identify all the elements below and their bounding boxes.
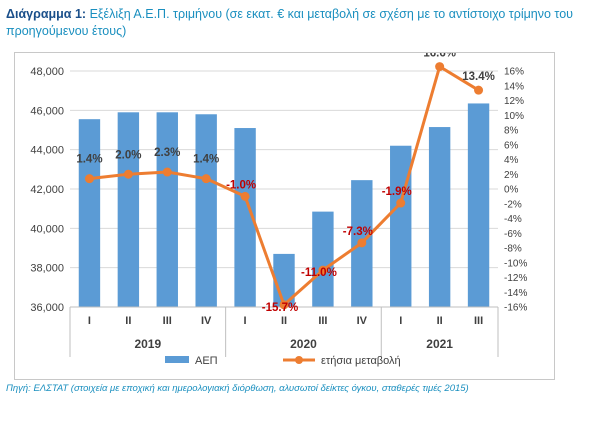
legend-swatch-gdp <box>165 356 189 363</box>
y-left-tick-label: 44,000 <box>30 145 64 157</box>
y-left-tick-label: 38,000 <box>30 263 64 275</box>
data-label: 16.6% <box>423 53 456 60</box>
legend-label-gdp: ΑΕΠ <box>195 355 218 367</box>
x-tick-label: III <box>318 315 327 327</box>
y-right-tick-label: 8% <box>504 126 519 137</box>
legend-marker-annual-change <box>295 356 303 364</box>
y-right-tick-label: -16% <box>504 303 527 314</box>
data-label: 2.3% <box>154 147 180 159</box>
y-right-tick-label: -8% <box>504 244 522 255</box>
y-right-tick-label: 10% <box>504 111 524 122</box>
annual-change-point <box>123 169 133 179</box>
chart-frame: 36,000 38,000 40,000 42,000 44,000 46,000 48,0… <box>14 52 555 380</box>
y-right-tick-label: -2% <box>504 199 522 210</box>
y-right-tick-label: -6% <box>504 229 522 240</box>
data-label: -7.3% <box>343 226 373 238</box>
x-tick-label: I <box>88 315 91 327</box>
annual-change-point <box>162 167 172 177</box>
gdp-bar <box>78 119 101 307</box>
x-tick-label: II <box>437 315 443 327</box>
data-label: 2.0% <box>115 149 141 161</box>
y-right-tick-label: 14% <box>504 81 524 92</box>
y-right-tick-label: -12% <box>504 273 527 284</box>
x-tick-label: IV <box>357 315 368 327</box>
chart-title-text: Εξέλιξη Α.Ε.Π. τριμήνου (σε εκατ. € και … <box>6 7 573 38</box>
gdp-bar <box>117 112 140 307</box>
x-tick-label: III <box>474 315 483 327</box>
data-label: -15.7% <box>262 302 298 314</box>
gdp-bar <box>467 103 490 307</box>
x-group-label: 2021 <box>426 337 453 351</box>
y-right-tick-label: 16% <box>504 67 524 78</box>
y-left-tick-label: 48,000 <box>30 66 64 78</box>
gdp-chart: 36,000 38,000 40,000 42,000 44,000 46,000 48,0… <box>30 53 527 367</box>
annual-change-point <box>435 62 445 72</box>
y-right-tick-label: 2% <box>504 170 519 181</box>
annual-change-point <box>357 238 367 248</box>
y-right-tick-label: 4% <box>504 155 519 166</box>
gdp-bar <box>390 145 412 307</box>
y-right-tick-label: 6% <box>504 140 519 151</box>
annual-change-point <box>201 174 211 184</box>
y-left-tick-label: 36,000 <box>30 302 64 314</box>
data-label: 13.4% <box>462 71 495 83</box>
x-group-label: 2019 <box>134 337 161 351</box>
gdp-bar <box>234 128 256 307</box>
x-tick-label: I <box>399 315 402 327</box>
data-label: -1.9% <box>382 186 412 198</box>
y-right-tick-label: 0% <box>504 185 519 196</box>
x-tick-label: II <box>281 315 287 327</box>
annual-change-point <box>318 265 328 275</box>
legend-label-annual-change: ετήσια μεταβολή <box>321 355 401 367</box>
annual-change-point <box>279 300 289 310</box>
chart-title-prefix: Διάγραμμα 1: <box>6 7 87 21</box>
gdp-bar <box>195 114 217 307</box>
y-left-tick-label: 40,000 <box>30 223 64 235</box>
data-label: 1.4% <box>193 154 219 166</box>
chart-title: Διάγραμμα 1: Εξέλιξη Α.Ε.Π. τριμήνου (σε… <box>6 6 586 40</box>
data-label: 1.4% <box>76 154 102 166</box>
x-tick-label: III <box>163 315 172 327</box>
x-tick-label: I <box>244 315 247 327</box>
annual-change-point <box>396 198 406 208</box>
annual-change-point <box>474 85 484 95</box>
y-right-tick-label: -4% <box>504 214 522 225</box>
gdp-bar <box>312 211 334 307</box>
x-group-label: 2020 <box>290 337 317 351</box>
y-right-tick-label: 12% <box>504 96 524 107</box>
gdp-bar <box>428 127 451 307</box>
gdp-bar <box>156 112 178 307</box>
y-right-tick-label: -10% <box>504 258 527 269</box>
y-left-tick-label: 46,000 <box>30 105 64 117</box>
x-tick-label: II <box>125 315 131 327</box>
chart-source: Πηγή: ΕΛΣΤΑΤ (στοιχεία με εποχική και ημ… <box>6 383 469 394</box>
y-left-tick-label: 42,000 <box>30 184 64 196</box>
y-right-tick-label: -14% <box>504 288 527 299</box>
annual-change-point <box>240 191 250 201</box>
data-label: -11.0% <box>301 267 337 279</box>
annual-change-point <box>84 174 94 184</box>
data-label: -1.0% <box>226 179 256 191</box>
x-tick-label: IV <box>201 315 212 327</box>
